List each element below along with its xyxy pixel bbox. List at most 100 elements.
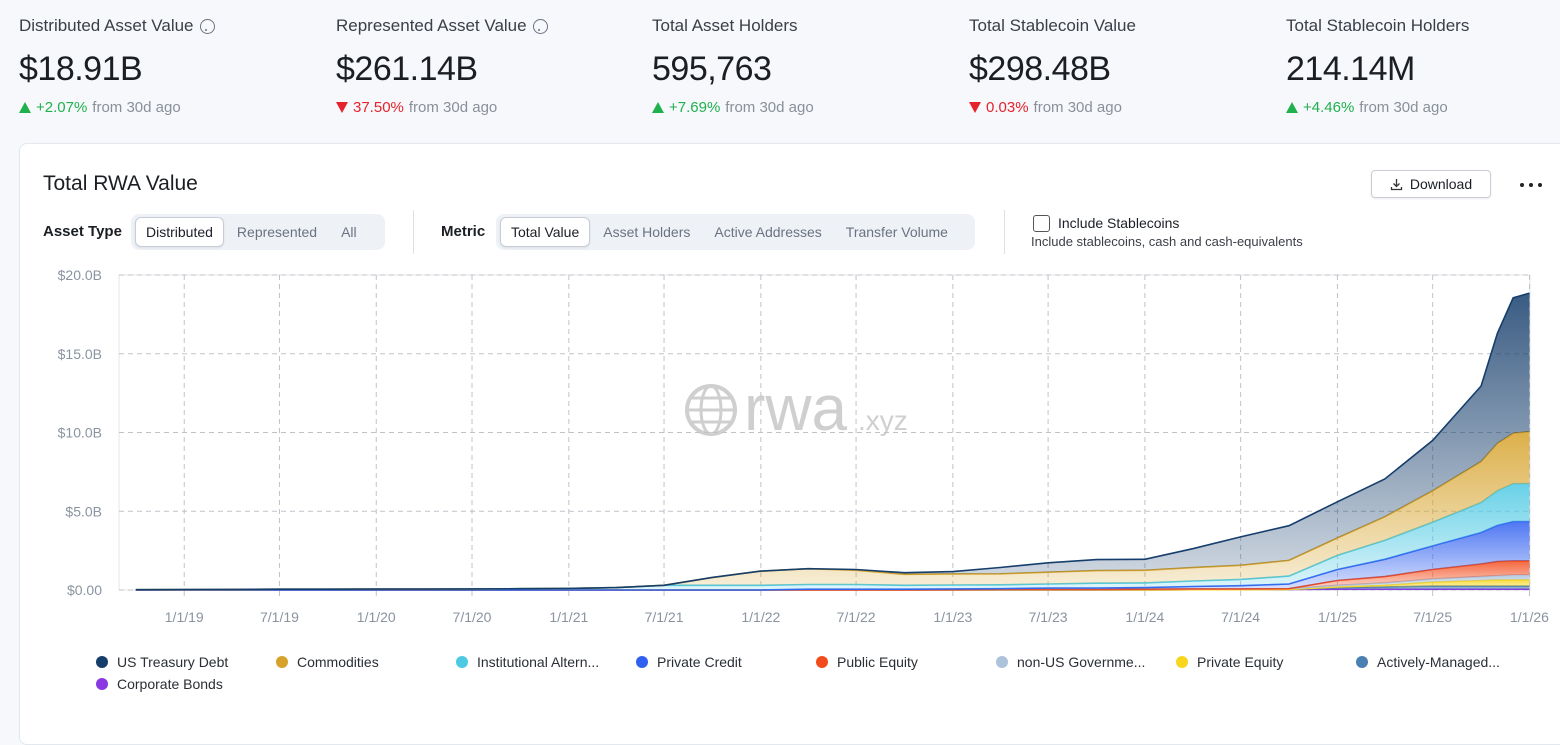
trend-arrow [19, 102, 31, 113]
divider [413, 210, 414, 254]
stat-suffix: from 30d ago [725, 99, 814, 116]
legend-item[interactable]: non-US Governme... [996, 654, 1145, 670]
watermark: rwa .xyz [685, 372, 908, 444]
trend-arrow [1286, 102, 1298, 113]
legend-label: US Treasury Debt [117, 654, 228, 670]
legend-label: Commodities [297, 654, 379, 670]
legend-item[interactable]: Private Credit [636, 654, 742, 670]
legend-label: Corporate Bonds [117, 676, 223, 692]
watermark-suffix: .xyz [858, 405, 908, 436]
stat-value: $298.48B [969, 50, 1111, 88]
stablecoin-checkbox[interactable] [1033, 215, 1050, 232]
legend-swatch [96, 678, 108, 690]
toggle-option[interactable]: Transfer Volume [845, 224, 948, 240]
legend-label: Institutional Altern... [477, 654, 599, 670]
stat-title-row: Total Stablecoin Holders [1286, 14, 1560, 38]
stat-suffix: from 30d ago [408, 99, 498, 116]
divider [1004, 210, 1005, 254]
checkbox-label: Include Stablecoins [1058, 215, 1180, 231]
stat-change-row: 37.50% from 30d ago [336, 99, 636, 116]
download-icon [1390, 178, 1403, 190]
stat-change: +4.46% [1303, 99, 1355, 116]
y-tick-label: $10.0B [58, 425, 102, 441]
toggle-option[interactable]: All [341, 224, 357, 240]
legend-swatch [996, 656, 1008, 668]
stat-card: Total Stablecoin Value $298.48B 0.03% from … [969, 14, 1269, 116]
trend-arrow [652, 102, 664, 113]
x-tick-label: 1/1/20 [357, 609, 396, 625]
legend-label: Public Equity [837, 654, 918, 670]
stat-title-row: Distributed Asset Value [19, 14, 319, 38]
legend-item[interactable]: Commodities [276, 654, 379, 670]
x-tick-label: 7/1/21 [645, 609, 684, 625]
stat-suffix: from 30d ago [92, 99, 181, 116]
x-tick-label: 1/1/26 [1510, 609, 1549, 625]
x-tick-label: 7/1/24 [1221, 609, 1260, 625]
toggle-option[interactable]: Total Value [500, 217, 591, 247]
legend-swatch [1356, 656, 1368, 668]
legend-label: Actively-Managed... [1377, 654, 1500, 670]
series-line [135, 292, 1530, 591]
stat-card: Total Asset Holders 595,763 +7.69% from 30d… [652, 14, 952, 116]
legend-item[interactable]: US Treasury Debt [96, 654, 228, 670]
stat-card: Distributed Asset Value $18.91B +2.07% from… [19, 14, 319, 116]
y-tick-label: $20.0B [58, 267, 102, 283]
stat-change: +7.69% [669, 99, 721, 116]
legend-label: Private Equity [1197, 654, 1283, 670]
stat-title: Total Stablecoin Holders [1286, 16, 1470, 35]
legend-swatch [276, 656, 288, 668]
legend-swatch [1176, 656, 1188, 668]
help-icon [199, 18, 215, 34]
asset-type-label: Asset Type [43, 223, 122, 240]
toggle-option[interactable]: Distributed [135, 217, 224, 247]
x-tick-label: 7/1/23 [1029, 609, 1068, 625]
stat-title: Distributed Asset Value [19, 16, 194, 35]
stat-value: 595,763 [652, 50, 772, 88]
x-tick-label: 1/1/24 [1125, 609, 1164, 625]
x-tick-label: 7/1/19 [260, 609, 299, 625]
help-icon [532, 18, 548, 34]
chart: rwa .xyz $0.00 $5.0B $10.0B $15.0B $20.0B 1/1… [58, 267, 1550, 692]
checkbox-description: Include stablecoins, cash and cash-equiv… [1031, 234, 1303, 249]
stat-change-row: 0.03% from 30d ago [969, 99, 1269, 116]
stat-suffix: from 30d ago [1033, 99, 1122, 116]
stat-title: Represented Asset Value [336, 16, 527, 35]
stat-value: $261.14B [336, 50, 478, 88]
toggle-option[interactable]: Active Addresses [714, 224, 822, 240]
download-label: Download [1409, 176, 1473, 192]
asset-type-toggle: Distributed Represented All [131, 214, 385, 250]
trend-arrow [336, 102, 348, 113]
x-tick-label: 7/1/20 [453, 609, 492, 625]
metric-toggle: Total Value Asset Holders Active Addresses… [496, 214, 975, 250]
stat-title: Total Stablecoin Value [969, 16, 1136, 35]
x-tick-label: 1/1/22 [741, 609, 780, 625]
download-button[interactable]: Download [1371, 170, 1491, 198]
x-tick-label: 1/1/25 [1318, 609, 1357, 625]
stat-value: $18.91B [19, 50, 143, 88]
legend-swatch [636, 656, 648, 668]
stat-suffix: from 30d ago [1359, 99, 1448, 116]
trend-arrow [969, 102, 981, 113]
y-tick-label: $0.00 [67, 582, 102, 598]
y-tick-label: $5.0B [65, 503, 102, 519]
legend-item[interactable]: Public Equity [816, 654, 918, 670]
legend-item[interactable]: Corporate Bonds [96, 676, 223, 692]
legend-swatch [456, 656, 468, 668]
stat-change-row: +2.07% from 30d ago [19, 99, 319, 116]
more-menu[interactable] [1518, 180, 1544, 190]
toggle-option[interactable]: Represented [236, 224, 318, 240]
watermark-main: rwa [744, 372, 848, 444]
x-tick-label: 1/1/19 [165, 609, 204, 625]
stat-title-row: Represented Asset Value [336, 14, 636, 38]
stat-value: 214.14M [1286, 50, 1415, 88]
toggle-option[interactable]: Asset Holders [603, 224, 691, 240]
stat-title-row: Total Asset Holders [652, 14, 952, 38]
stat-title-row: Total Stablecoin Value [969, 14, 1269, 38]
legend-item[interactable]: Institutional Altern... [456, 654, 599, 670]
x-tick-label: 7/1/22 [837, 609, 876, 625]
x-tick-label: 1/1/23 [933, 609, 972, 625]
legend-item[interactable]: Actively-Managed... [1356, 654, 1500, 670]
legend-swatch [96, 656, 108, 668]
stat-change: 37.50% [353, 99, 404, 116]
legend-item[interactable]: Private Equity [1176, 654, 1283, 670]
